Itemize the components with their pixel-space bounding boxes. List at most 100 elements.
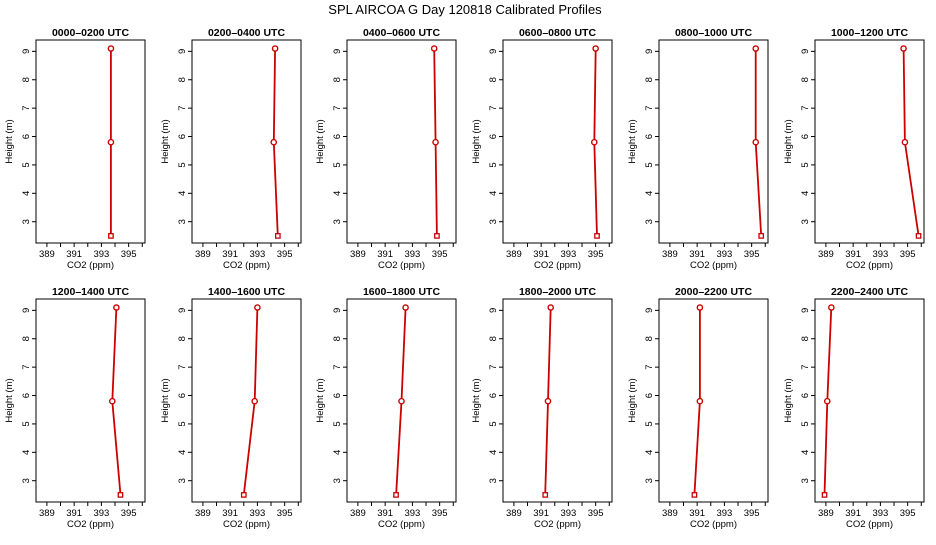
x-tick-label: 395 [900,249,916,260]
data-point [251,397,258,405]
data-point [823,397,831,405]
y-tick-label: 8 [800,77,811,82]
y-tick-label: 5 [21,162,32,167]
y-tick-label: 3 [332,478,343,483]
x-tick-label: 391 [222,508,238,519]
y-tick-label: 7 [177,105,188,110]
y-tick-label: 5 [800,162,811,167]
y-tick-label: 6 [332,134,343,139]
plot-frame [658,298,769,503]
y-axis-label: Height (m) [315,378,326,422]
panel-11: 2000–2200 UTC 389 391 393 395 3 4 5 6 7 8 9 CO2 (ppm… [627,286,769,530]
x-tick-label: 391 [689,508,705,519]
y-tick-label: 7 [800,364,811,369]
x-tick-label: 395 [744,249,760,260]
x-tick-label: 389 [195,508,211,519]
y-tick-label: 7 [332,364,343,369]
y-axis-label: Height (m) [4,119,15,163]
x-tick-label: 395 [277,249,293,260]
x-tick-label: 389 [350,508,366,519]
panel-12: 2200–2400 UTC 389 391 393 395 3 4 5 6 7 8 9 CO2 (ppm… [783,286,925,530]
x-axis-label: CO2 (ppm) [223,519,270,530]
y-tick-label: 8 [488,336,499,341]
y-axis-label: Height (m) [4,378,15,422]
panel-7: 1200–1400 UTC 389 391 393 395 3 4 5 6 7 8 9 CO2 (ppm… [4,286,146,530]
y-tick-label: 6 [177,393,188,398]
data-point [696,397,704,405]
x-axis-label: CO2 (ppm) [67,519,114,530]
panel-10: 1800–2000 UTC 389 391 393 395 3 4 5 6 7 8 9 CO2 (ppm… [471,286,613,530]
y-tick-label: 7 [644,364,655,369]
y-tick-label: 7 [800,105,811,110]
plot-frame [191,298,302,503]
panel-title: 1800–2000 UTC [519,286,596,298]
x-tick-label: 395 [432,508,448,519]
x-tick-label: 393 [249,508,265,519]
data-point [402,304,409,311]
x-tick-label: 389 [39,249,55,260]
y-tick-label: 5 [332,162,343,167]
panel-4: 0600–0800 UTC 389 391 393 395 3 4 5 6 7 8 9 CO2 (ppm… [471,27,613,271]
x-tick-label: 395 [588,249,604,260]
x-tick-label: 391 [533,249,549,260]
y-axis-label: Height (m) [315,119,326,163]
x-axis-label: CO2 (ppm) [223,260,270,271]
x-tick-label: 391 [845,249,861,260]
x-tick-label: 389 [195,249,211,260]
y-tick-label: 9 [21,308,32,313]
data-point [828,304,835,311]
y-axis-label: Height (m) [160,378,171,422]
x-tick-label: 395 [744,508,760,519]
x-tick-label: 393 [404,508,420,519]
data-point [752,45,760,52]
y-tick-label: 9 [800,49,811,54]
y-tick-label: 6 [488,134,499,139]
y-tick-label: 3 [644,478,655,483]
data-point [274,233,281,239]
y-tick-label: 4 [644,191,655,196]
data-point [590,138,598,146]
y-axis-label: Height (m) [160,119,171,163]
y-tick-label: 3 [332,219,343,224]
y-tick-label: 3 [800,219,811,224]
y-tick-label: 9 [800,308,811,313]
x-axis-label: CO2 (ppm) [67,260,114,271]
y-tick-label: 3 [644,219,655,224]
x-tick-label: 389 [662,249,678,260]
data-point [592,45,599,52]
panel-title: 1200–1400 UTC [52,286,129,298]
data-point [108,233,114,239]
x-tick-label: 391 [533,508,549,519]
x-tick-label: 393 [93,508,109,519]
plot-frame [814,39,925,244]
data-point [117,492,124,498]
y-axis-label: Height (m) [627,378,638,422]
y-tick-label: 4 [488,191,499,196]
x-tick-label: 395 [900,508,916,519]
plot-frame [35,39,146,244]
y-tick-label: 6 [800,134,811,139]
data-point [107,138,115,146]
x-tick-label: 395 [121,249,137,260]
x-tick-label: 391 [377,249,393,260]
y-tick-label: 6 [21,393,32,398]
panel-3: 0400–0600 UTC 389 391 393 395 3 4 5 6 7 8 9 CO2 (ppm… [315,27,457,271]
x-tick-label: 395 [277,508,293,519]
y-tick-label: 3 [177,478,188,483]
y-tick-label: 7 [177,364,188,369]
data-point [691,492,698,498]
y-tick-label: 8 [21,336,32,341]
x-tick-label: 389 [818,508,834,519]
panel-title: 0200–0400 UTC [208,27,285,39]
data-point [107,45,115,52]
y-tick-label: 7 [644,105,655,110]
y-tick-label: 4 [177,450,188,455]
x-axis-label: CO2 (ppm) [534,519,581,530]
y-tick-label: 3 [488,478,499,483]
x-axis-label: CO2 (ppm) [846,260,893,271]
panel-2: 0200–0400 UTC 389 391 393 395 3 4 5 6 7 8 9 CO2 (ppm… [160,27,302,271]
plot-frame [346,39,457,244]
x-tick-label: 391 [222,249,238,260]
y-tick-label: 5 [177,421,188,426]
